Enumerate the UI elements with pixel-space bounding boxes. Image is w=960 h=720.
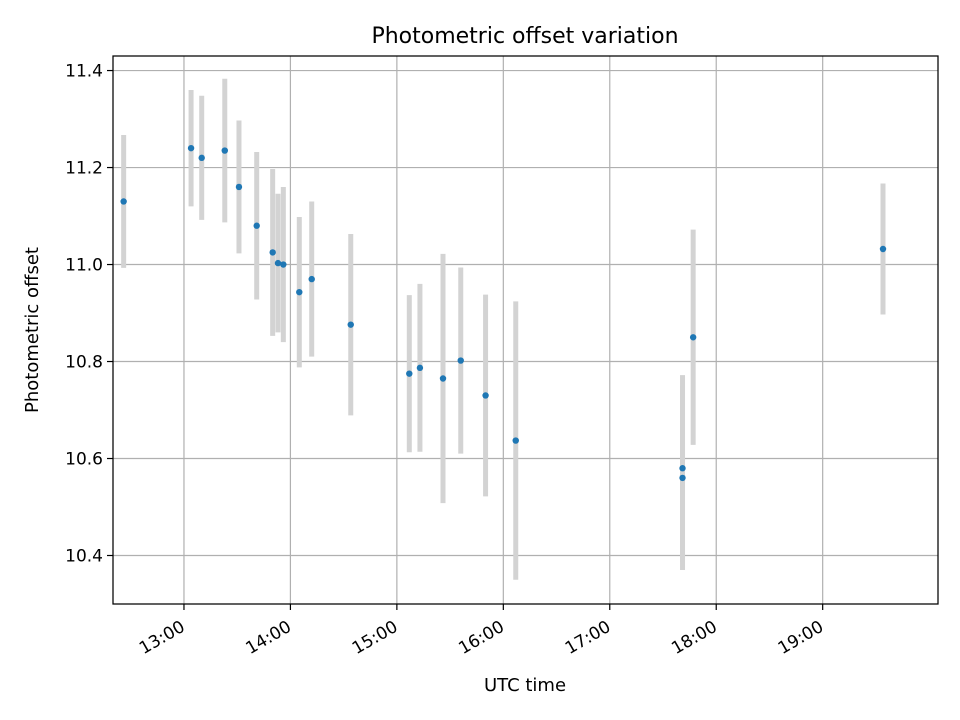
data-points (120, 144, 887, 482)
y-axis-label: Photometric offset (22, 247, 43, 413)
y-tick-label: 11.0 (65, 256, 103, 276)
data-point (439, 375, 447, 382)
grid (113, 56, 938, 604)
y-tick-label: 10.6 (65, 450, 103, 470)
plot-area (113, 56, 938, 604)
y-tick-label: 11.4 (65, 62, 103, 82)
chart-title: Photometric offset variation (371, 24, 678, 49)
data-point (198, 154, 205, 162)
data-point (221, 147, 228, 154)
y-tick-label: 10.4 (65, 547, 103, 567)
y-tick-label: 11.2 (65, 159, 103, 179)
plot-frame (112, 55, 939, 605)
data-point (679, 465, 686, 472)
data-point (347, 321, 354, 328)
data-point (187, 144, 195, 152)
y-tick-label: 10.8 (65, 353, 103, 373)
data-point (253, 222, 260, 229)
data-point (120, 198, 127, 205)
y-axis-ticks: 10.4 10.6 10.8 11.0 11.2 11.4 (65, 62, 113, 567)
data-point (235, 183, 243, 191)
data-point (879, 245, 887, 253)
data-point (416, 364, 424, 372)
data-point (457, 357, 464, 364)
data-point (274, 259, 282, 267)
data-point (679, 474, 686, 482)
data-point (280, 261, 287, 268)
data-point (269, 249, 276, 256)
data-point (482, 392, 489, 399)
x-axis-label: UTC time (484, 675, 566, 696)
data-point (689, 334, 697, 341)
data-point (406, 370, 413, 377)
data-point (296, 288, 303, 296)
data-point (512, 437, 519, 444)
data-point (308, 275, 315, 283)
